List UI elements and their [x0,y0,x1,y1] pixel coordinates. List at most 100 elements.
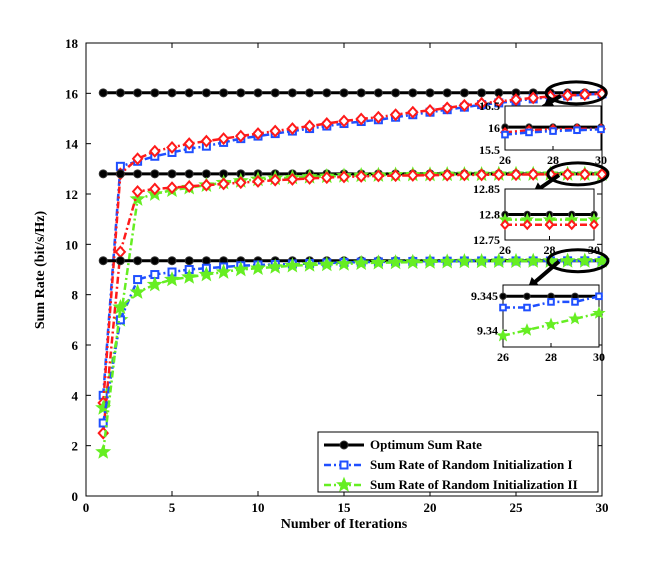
inset-data-point [595,292,603,301]
data-point [200,178,213,192]
data-point [372,110,385,124]
y-tick-label: 0 [72,489,79,504]
data-point [95,443,112,459]
data-point [148,144,161,158]
series-layer [95,87,611,459]
inset-data-point [500,219,510,231]
data-point [232,261,249,277]
data-point [458,98,471,112]
y-tick-label: 18 [65,36,79,51]
x-tick-label: 10 [252,500,265,515]
legend-box [317,431,599,493]
data-point [286,172,299,186]
data-point [373,88,383,98]
data-point [353,254,370,271]
data-point [424,103,436,117]
data-point [131,152,144,166]
data-point [525,252,542,268]
inset-x-tick-label: 28 [547,153,559,167]
data-point [559,252,576,268]
data-point [166,140,178,154]
data-point [406,168,419,182]
data-point [184,88,194,98]
x-tick-label: 20 [424,500,437,515]
data-point [234,129,247,143]
x-tick-label: 0 [83,500,90,515]
data-point [150,88,160,98]
inset-data-point [549,127,557,135]
inset-data-point [544,219,555,231]
data-point [322,88,332,98]
data-point [442,88,452,98]
inset-y-tick-label: 9.34 [477,323,498,337]
zoom-ellipse-middle [546,161,610,187]
data-point [510,93,522,107]
zoom-ellipse-low [546,248,610,274]
data-point [389,169,402,183]
inset-data-point [544,317,558,331]
data-point [200,134,213,148]
data-point [236,88,246,98]
inset-data-point [522,219,533,231]
inset-data-point [597,125,605,134]
data-point [284,257,301,273]
data-point [249,259,267,276]
data-point [355,112,368,126]
data-point [150,256,160,266]
data-point [492,168,505,182]
inset-y-tick-label: 12.75 [473,233,500,247]
data-point [167,88,177,98]
y-axis-label: Sum Rate (bit/s/Hz) [33,211,48,330]
inset-data-point [499,303,507,312]
data-point [184,256,194,266]
inset-x-tick-label: 30 [588,243,600,257]
data-point [252,127,264,141]
data-point [201,169,211,179]
legend-marker-blue [339,460,349,470]
data-point [133,169,143,179]
data-point [129,283,146,299]
inset-x-tick-label: 26 [499,153,511,167]
data-point [98,256,108,266]
data-point [391,88,401,98]
axis-ticks: 0 5 10 15 20 25 30 0 2 4 6 8 10 12 14 16 18 [65,36,609,515]
inset-data-point [523,292,531,300]
inset-data-point [523,303,531,312]
data-point [477,88,487,98]
data-point [301,256,318,272]
data-point [252,174,264,188]
data-point [150,169,160,179]
data-point [201,256,211,266]
data-point [166,181,178,195]
data-point [183,179,196,193]
data-point [184,169,194,179]
data-point [201,88,211,98]
data-point [441,168,454,182]
data-point [133,275,143,285]
data-point [115,169,125,179]
data-point [458,168,471,182]
inset-y-tick-label: 15.5 [479,143,500,157]
inset-data-point [520,323,534,336]
data-point [148,182,161,196]
y-tick-label: 10 [65,237,78,252]
inset-x-tick-label: 28 [544,243,556,257]
data-point [406,105,419,119]
data-point [578,167,591,181]
y-tick-label: 2 [72,439,79,454]
data-point [387,254,404,270]
series-middle-red [97,167,608,440]
legend-marker-optimum [339,440,349,450]
data-point [339,88,349,98]
x-axis-label: Number of Iterations [281,517,408,532]
inset-x-tick-label: 28 [545,350,557,364]
data-point [578,88,591,102]
data-point [425,88,435,98]
inset-x-tick-label: 26 [497,350,509,364]
data-point [370,254,387,270]
x-tick-label: 15 [338,500,352,515]
data-point [215,263,232,279]
